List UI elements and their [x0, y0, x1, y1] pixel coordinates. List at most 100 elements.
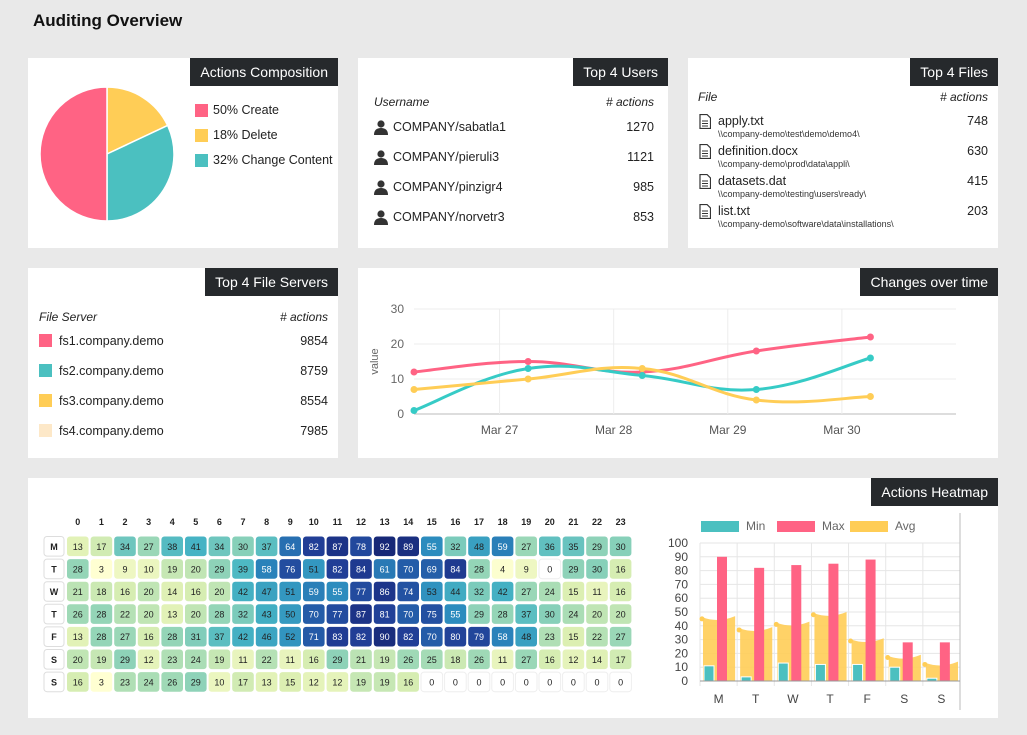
heatmap-cell[interactable]: [421, 604, 443, 624]
heatmap-cell[interactable]: [373, 649, 396, 670]
heatmap-cell[interactable]: [538, 671, 562, 693]
heatmap-cell[interactable]: [444, 604, 467, 624]
bar-max[interactable]: [791, 565, 802, 681]
data-point[interactable]: [752, 396, 760, 404]
heatmap-cell[interactable]: [562, 649, 585, 670]
heatmap-cell[interactable]: [350, 672, 372, 692]
heatmap-cell[interactable]: [137, 649, 160, 670]
heatmap-cell[interactable]: [397, 672, 419, 692]
heatmap-cell[interactable]: [90, 581, 113, 602]
heatmap-cell[interactable]: [90, 626, 113, 647]
heatmap-cell[interactable]: [350, 604, 372, 624]
heatmap-cell[interactable]: [326, 649, 349, 670]
heatmap-cell[interactable]: [185, 559, 207, 579]
heatmap-cell[interactable]: [468, 649, 490, 670]
heatmap-cell[interactable]: [491, 581, 514, 602]
data-point[interactable]: [752, 347, 760, 355]
heatmap-cell[interactable]: [586, 536, 608, 557]
pie-slice-delete[interactable]: [106, 86, 169, 156]
heatmap-cell[interactable]: [279, 604, 301, 624]
heatmap-cell[interactable]: [586, 649, 608, 670]
heatmap-cell[interactable]: [421, 536, 443, 557]
heatmap-cell[interactable]: [586, 626, 608, 647]
heatmap-cell[interactable]: [255, 581, 278, 602]
heatmap-cell[interactable]: [515, 536, 537, 557]
heatmap-cell[interactable]: [232, 626, 254, 647]
heatmap-cell[interactable]: [208, 649, 231, 670]
heatmap-cell[interactable]: [397, 626, 419, 647]
heatmap-cell[interactable]: [539, 649, 561, 670]
heatmap-cell[interactable]: [114, 581, 136, 602]
heatmap-cell[interactable]: [90, 604, 113, 624]
heatmap-cell[interactable]: [279, 626, 301, 647]
heatmap-cell[interactable]: [279, 649, 301, 670]
heatmap-cell[interactable]: [303, 672, 325, 692]
heatmap-cell[interactable]: [586, 604, 608, 624]
heatmap-cell[interactable]: [609, 626, 632, 647]
heatmap-cell[interactable]: [114, 559, 136, 579]
heatmap-cell[interactable]: [67, 581, 89, 602]
bar-max[interactable]: [902, 642, 913, 681]
heatmap-cell[interactable]: [421, 626, 443, 647]
heatmap-cell[interactable]: [303, 536, 325, 557]
heatmap-cell[interactable]: [232, 559, 254, 579]
heatmap-cell[interactable]: [468, 559, 490, 579]
heatmap-cell[interactable]: [609, 559, 632, 579]
heatmap-cell[interactable]: [444, 581, 467, 602]
heatmap-cell[interactable]: [67, 672, 89, 692]
heatmap-cell[interactable]: [539, 536, 561, 557]
avg-point[interactable]: [699, 616, 705, 622]
heatmap-cell[interactable]: [185, 536, 207, 557]
heatmap-cell[interactable]: [468, 536, 490, 557]
heatmap-cell[interactable]: [279, 581, 301, 602]
heatmap-cell[interactable]: [137, 604, 160, 624]
heatmap-cell[interactable]: [326, 672, 349, 692]
heatmap-cell[interactable]: [114, 604, 136, 624]
heatmap-cell[interactable]: [397, 604, 419, 624]
heatmap-cell[interactable]: [232, 581, 254, 602]
heatmap-cell[interactable]: [491, 536, 514, 557]
heatmap-cell[interactable]: [350, 626, 372, 647]
heatmap-cell[interactable]: [255, 604, 278, 624]
heatmap-cell[interactable]: [373, 559, 396, 579]
data-point[interactable]: [752, 386, 760, 393]
heatmap-cell[interactable]: [185, 604, 207, 624]
bar-min[interactable]: [740, 676, 752, 682]
heatmap-cell[interactable]: [562, 536, 585, 557]
heatmap-cell[interactable]: [208, 672, 231, 692]
heatmap-cell[interactable]: [444, 671, 467, 693]
heatmap-cell[interactable]: [90, 672, 113, 692]
heatmap-cell[interactable]: [326, 604, 349, 624]
avg-point[interactable]: [773, 621, 779, 627]
heatmap-cell[interactable]: [468, 581, 490, 602]
heatmap-cell[interactable]: [67, 559, 89, 579]
heatmap-cell[interactable]: [279, 536, 301, 557]
heatmap-cell[interactable]: [303, 626, 325, 647]
heatmap-cell[interactable]: [515, 649, 537, 670]
heatmap-cell[interactable]: [137, 536, 160, 557]
data-point[interactable]: [638, 365, 646, 372]
bar-max[interactable]: [865, 559, 876, 681]
heatmap-cell[interactable]: [161, 626, 183, 647]
heatmap-cell[interactable]: [208, 559, 231, 579]
heatmap-cell[interactable]: [255, 649, 278, 670]
heatmap-cell[interactable]: [114, 672, 136, 692]
data-point[interactable]: [524, 358, 532, 365]
bar-max[interactable]: [754, 567, 765, 681]
heatmap-cell[interactable]: [303, 649, 325, 670]
heatmap-cell[interactable]: [562, 626, 585, 647]
heatmap-cell[interactable]: [185, 626, 207, 647]
bar-min[interactable]: [814, 663, 826, 682]
heatmap-cell[interactable]: [208, 604, 231, 624]
heatmap-cell[interactable]: [137, 581, 160, 602]
heatmap-cell[interactable]: [255, 626, 278, 647]
heatmap-cell[interactable]: [421, 581, 443, 602]
avg-point[interactable]: [848, 638, 854, 644]
heatmap-cell[interactable]: [373, 672, 396, 692]
heatmap-cell[interactable]: [609, 536, 632, 557]
heatmap-cell[interactable]: [539, 581, 561, 602]
heatmap-cell[interactable]: [586, 581, 608, 602]
heatmap-cell[interactable]: [303, 604, 325, 624]
heatmap-cell[interactable]: [420, 671, 444, 693]
bar-min[interactable]: [703, 665, 715, 682]
